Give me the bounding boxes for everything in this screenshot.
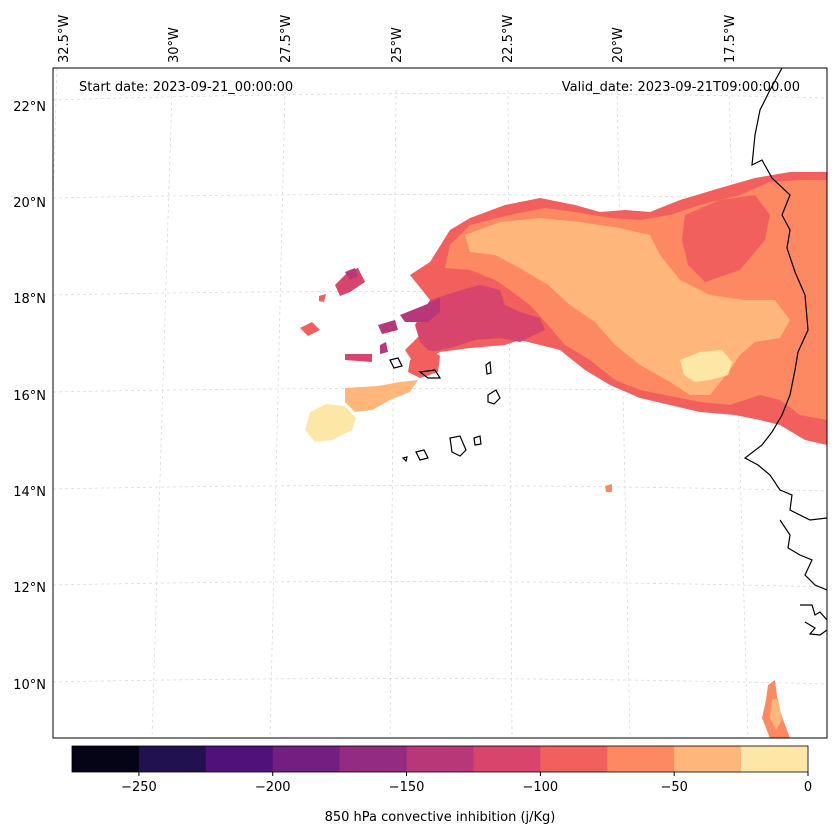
colorbar-segment	[607, 746, 675, 772]
island-outline	[389, 357, 403, 369]
cin-region-orange	[605, 484, 612, 492]
cin-region-yellow	[680, 350, 732, 382]
colorbar-tick-label: 0	[804, 780, 812, 795]
cin-region-magenta	[378, 320, 398, 334]
cin-region-magenta	[400, 298, 440, 322]
african-coastline	[779, 519, 827, 591]
colorbar-ticks: −250 −200 −150 −100 −50 0	[121, 772, 812, 795]
island-outline	[485, 360, 492, 375]
colorbar-segment	[473, 746, 541, 772]
lat-label: 16°N	[13, 389, 46, 404]
start-date-label: Start date: 2023-09-21_00:00:00	[79, 80, 293, 95]
cin-region-magenta	[380, 342, 388, 354]
cin-region-yellow	[305, 404, 356, 442]
colorbar-tick-label: −150	[389, 780, 425, 795]
island-outline	[449, 435, 467, 457]
cin-region-magenta	[415, 285, 545, 352]
island-outline	[487, 389, 501, 405]
colorbar-frame	[71, 745, 809, 773]
lon-label: 20°W	[611, 27, 626, 63]
colorbar-tick-label: −50	[660, 780, 687, 795]
valid-date-label: Valid_date: 2023-09-21T09:00:00.00	[562, 80, 800, 95]
lon-label: 30°W	[167, 27, 182, 63]
cin-region-red	[319, 294, 326, 302]
colorbar-segment	[674, 746, 742, 772]
colorbar-tick-label: −100	[523, 780, 559, 795]
cin-region-peach	[345, 380, 418, 412]
colorbar	[72, 746, 809, 772]
island-outline	[418, 369, 442, 379]
cin-region-red	[682, 195, 770, 282]
colorbar-label: 850 hPa convective inhibition (j/Kg)	[325, 810, 556, 825]
island-outline	[415, 449, 429, 461]
lat-label: 12°N	[13, 581, 46, 596]
colorbar-tick-label: −200	[255, 780, 291, 795]
island-outline	[473, 435, 482, 446]
colorbar-segment	[272, 746, 341, 772]
colorbar-segment	[72, 746, 140, 772]
map-frame	[52, 67, 828, 739]
lon-label: 25°W	[390, 27, 405, 63]
lon-label: 17.5°W	[723, 15, 738, 63]
cin-region-red	[345, 354, 372, 362]
cin-region-yellow	[770, 698, 782, 730]
african-coastline	[800, 604, 827, 636]
longitude-labels: 32.5°W 30°W 27.5°W 25°W 22.5°W 20°W 17.5…	[57, 15, 738, 63]
lat-label: 22°N	[13, 100, 46, 115]
lat-label: 14°N	[13, 485, 46, 500]
colorbar-segment	[138, 746, 207, 772]
lon-label: 32.5°W	[57, 15, 72, 63]
island-outline	[401, 456, 408, 463]
colorbar-segment	[406, 746, 474, 772]
colorbar-segment	[741, 746, 809, 772]
lon-label: 27.5°W	[279, 15, 294, 63]
coastlines	[389, 68, 827, 636]
cin-region-peach	[465, 218, 790, 395]
cin-contours	[300, 172, 827, 738]
cin-region-magenta	[345, 268, 358, 280]
colorbar-segment	[205, 746, 274, 772]
african-coastline	[743, 68, 827, 521]
colorbar-segment	[339, 746, 408, 772]
cin-region-red	[300, 322, 320, 336]
map-area	[53, 68, 827, 738]
lat-label: 10°N	[13, 678, 46, 693]
latitude-labels: 22°N 20°N 18°N 16°N 14°N 12°N 10°N	[13, 100, 46, 693]
lat-label: 20°N	[13, 196, 46, 211]
colorbar-segment	[540, 746, 608, 772]
lat-label: 18°N	[13, 292, 46, 307]
colorbar-tick-label: −250	[121, 780, 157, 795]
lon-label: 22.5°W	[501, 15, 516, 63]
